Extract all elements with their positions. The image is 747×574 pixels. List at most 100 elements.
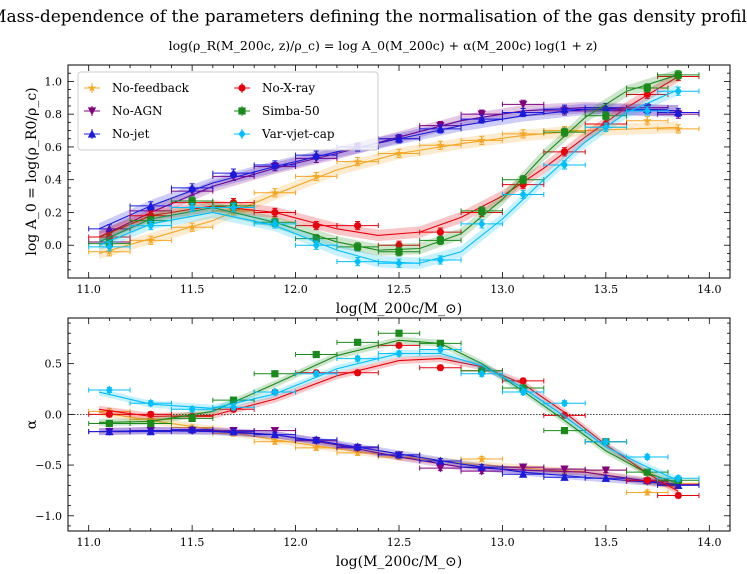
- data-point: [146, 235, 156, 245]
- data-point: [674, 491, 682, 500]
- series-var-vjet-cap: [88, 345, 700, 484]
- data-point: [674, 86, 682, 96]
- data-point: [602, 437, 610, 447]
- x-tick-label: 13.0: [490, 536, 515, 549]
- x-tick-label: 13.5: [594, 283, 619, 296]
- x-tick-label: 11.0: [76, 536, 101, 549]
- data-point: [560, 465, 569, 474]
- data-point: [312, 369, 320, 379]
- data-point: [395, 341, 403, 349]
- error-bar: [657, 124, 700, 134]
- data-point: [674, 473, 682, 483]
- data-point: [354, 354, 362, 363]
- data-point: [188, 414, 196, 423]
- data-point: [643, 90, 651, 99]
- chart-subtitle: log(ρ_R(M_200c, z)/ρ_c) = log A_0(M_200c…: [169, 38, 598, 53]
- legend-entry-no-agn: No-AGN: [84, 104, 163, 118]
- fit-line: [99, 430, 679, 485]
- data-point: [354, 369, 362, 377]
- data-point: [187, 183, 197, 192]
- legend-label: No-jet: [112, 127, 150, 141]
- data-point: [270, 160, 280, 169]
- y-tick-label: 0.8: [45, 108, 63, 121]
- data-point: [560, 160, 569, 170]
- legend-marker: [238, 84, 246, 92]
- data-point: [560, 148, 569, 156]
- data-point: [518, 129, 528, 138]
- legend-entry-simba-50: Simba-50: [234, 104, 320, 118]
- data-point: [674, 71, 682, 79]
- data-point: [643, 84, 651, 92]
- y-tick-label: 0.4: [45, 174, 63, 187]
- data-point: [436, 228, 444, 236]
- data-point: [642, 116, 652, 125]
- legend-label: No-AGN: [112, 104, 163, 118]
- data-point: [188, 404, 196, 414]
- data-point: [312, 350, 320, 359]
- data-point: [560, 104, 569, 113]
- x-tick-label: 11.0: [76, 283, 101, 296]
- data-point: [602, 122, 610, 132]
- data-point: [229, 402, 238, 412]
- data-point: [105, 242, 113, 252]
- data-point: [394, 148, 404, 158]
- y-tick-label: −1.0: [35, 510, 62, 523]
- data-point: [478, 369, 486, 379]
- data-point: [436, 364, 444, 372]
- legend-label: No-X-ray: [262, 81, 315, 95]
- data-point: [560, 398, 569, 408]
- data-point: [643, 452, 651, 462]
- data-point: [395, 329, 403, 337]
- data-point: [311, 443, 321, 452]
- x-axis-ticks: [67, 65, 731, 278]
- data-point: [312, 435, 321, 444]
- x-tick-label: 12.0: [283, 283, 308, 296]
- data-point: [354, 243, 362, 251]
- legend-entry-var-vjet-cap: Var-vjet-cap: [234, 127, 335, 141]
- data-point: [229, 396, 238, 404]
- x-tick-label: 13.5: [594, 536, 619, 549]
- data-point: [271, 219, 279, 229]
- x-tick-label: 14.0: [697, 283, 722, 296]
- data-point: [477, 114, 486, 123]
- data-point: [271, 387, 279, 397]
- y-tick-label: 0.6: [45, 141, 63, 154]
- data-point: [188, 203, 196, 212]
- chart-title: Mass-dependence of the parameters defini…: [0, 7, 747, 27]
- data-point: [395, 349, 403, 358]
- data-point: [518, 463, 528, 472]
- data-point: [436, 456, 445, 465]
- data-point: [519, 190, 527, 199]
- data-point: [105, 427, 114, 436]
- data-point: [477, 462, 486, 471]
- y-axis-ticks: [68, 64, 730, 279]
- fit-band: [99, 336, 679, 487]
- data-point: [601, 103, 611, 112]
- data-point: [312, 235, 320, 243]
- data-point: [674, 480, 683, 489]
- data-point: [395, 248, 403, 256]
- data-point: [643, 468, 651, 476]
- y-tick-label: 0.2: [45, 206, 63, 219]
- data-point: [643, 476, 651, 484]
- data-point: [147, 419, 155, 428]
- data-point: [188, 197, 196, 205]
- data-point: [518, 100, 528, 109]
- series-no-feedback: [88, 116, 700, 260]
- data-point: [271, 208, 279, 217]
- data-point: [354, 338, 362, 346]
- data-point: [271, 370, 279, 378]
- data-point: [312, 221, 320, 230]
- data-point: [602, 112, 610, 120]
- legend-label: Var-vjet-cap: [261, 127, 335, 141]
- data-point: [229, 203, 238, 212]
- data-point: [601, 473, 611, 482]
- data-point: [395, 241, 403, 249]
- legend-marker: [238, 107, 246, 115]
- data-point: [477, 135, 487, 145]
- data-point: [395, 258, 403, 268]
- data-point: [105, 410, 113, 418]
- x-tick-label: 12.5: [387, 283, 412, 296]
- data-point: [353, 448, 362, 457]
